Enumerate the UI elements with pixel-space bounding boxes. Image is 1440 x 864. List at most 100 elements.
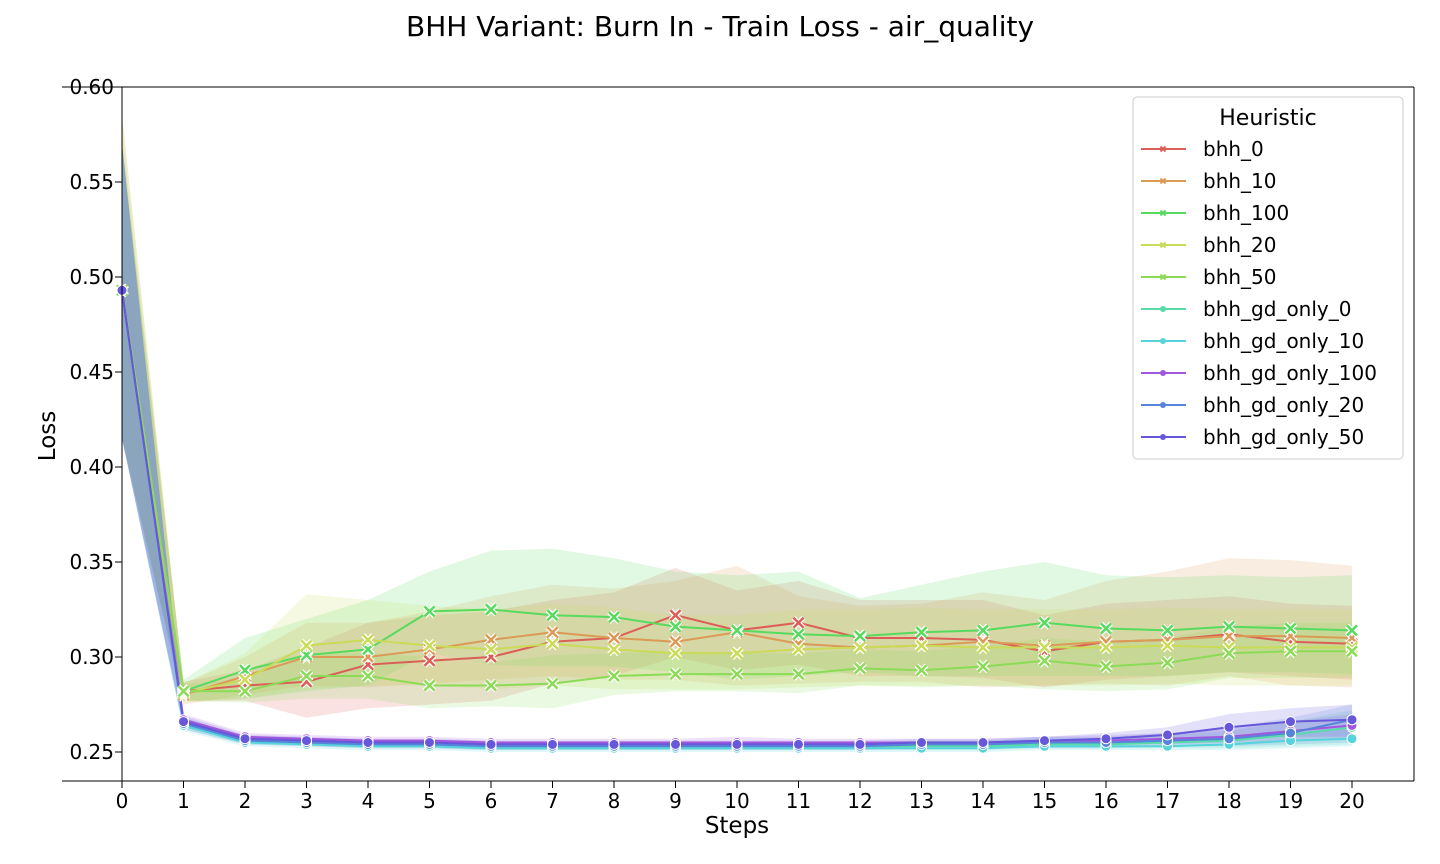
marker-bhh_20 xyxy=(485,643,497,656)
marker-bhh_20 xyxy=(792,643,805,656)
legend-label: bhh_gd_only_20 xyxy=(1203,393,1364,417)
marker-bhh_20 xyxy=(239,673,251,686)
x-tick-label: 3 xyxy=(300,789,313,813)
x-tick-label: 17 xyxy=(1155,789,1180,813)
x-tick-label: 12 xyxy=(847,789,872,813)
legend-title: Heuristic xyxy=(1219,106,1316,131)
marker-bhh_50 xyxy=(423,679,436,692)
x-tick-label: 14 xyxy=(970,789,995,813)
marker-bhh_50 xyxy=(239,685,251,698)
marker-bhh_50 xyxy=(1038,654,1051,667)
legend-swatch-marker xyxy=(1160,338,1166,344)
marker-bhh_100 xyxy=(1284,622,1297,635)
x-tick-label: 2 xyxy=(239,789,252,813)
marker-bhh_gd_only_50 xyxy=(670,738,681,750)
legend-swatch-marker xyxy=(1160,402,1166,408)
y-axis-label: Loss xyxy=(35,411,61,461)
marker-bhh_50 xyxy=(1161,656,1174,669)
marker-bhh_20 xyxy=(854,641,866,654)
marker-bhh_gd_only_50 xyxy=(793,738,804,750)
marker-bhh_gd_only_50 xyxy=(1100,733,1112,745)
marker-bhh_10 xyxy=(608,632,620,644)
legend-label: bhh_100 xyxy=(1203,201,1289,225)
marker-bhh_gd_only_50 xyxy=(178,716,189,728)
y-tick-label: 0.25 xyxy=(69,740,114,764)
legend-item-bhh_10[interactable]: bhh_10 xyxy=(1141,169,1277,193)
marker-bhh_0 xyxy=(423,654,436,667)
marker-bhh_gd_only_50 xyxy=(547,738,558,750)
marker-bhh_gd_only_50 xyxy=(1346,714,1358,726)
marker-bhh_gd_only_20 xyxy=(1285,727,1296,739)
x-tick-label: 0 xyxy=(116,789,129,813)
legend-item-bhh_gd_only_0[interactable]: bhh_gd_only_0 xyxy=(1141,297,1351,321)
legend-item-bhh_50[interactable]: bhh_50 xyxy=(1141,265,1277,289)
marker-bhh_0 xyxy=(669,609,682,622)
marker-bhh_20 xyxy=(669,647,682,660)
marker-bhh_100 xyxy=(546,609,559,622)
marker-bhh_gd_only_50 xyxy=(608,738,620,750)
marker-bhh_100 xyxy=(854,630,866,642)
marker-bhh_50 xyxy=(915,664,928,677)
marker-bhh_100 xyxy=(977,624,989,637)
x-tick-label: 19 xyxy=(1278,789,1303,813)
marker-bhh_10 xyxy=(546,626,559,639)
marker-bhh_20 xyxy=(546,637,559,650)
axes: 0 1 2 3 4 5 6 7 8 9 10 11 12 13 14 15 16 17 18 19 200.250.30… xyxy=(62,75,1415,813)
legend-item-bhh_gd_only_10[interactable]: bhh_gd_only_10 xyxy=(1141,329,1364,353)
legend-label: bhh_gd_only_50 xyxy=(1203,425,1364,449)
legend-item-bhh_gd_only_20[interactable]: bhh_gd_only_20 xyxy=(1141,393,1364,417)
legend-item-bhh_0[interactable]: bhh_0 xyxy=(1141,137,1264,161)
legend-label: bhh_20 xyxy=(1203,233,1277,257)
legend: Heuristic bhh_0 bhh_10 bhh_100 bhh_20 bhh_50b… xyxy=(1132,96,1404,460)
marker-bhh_20 xyxy=(915,639,928,652)
marker-bhh_gd_only_50 xyxy=(977,737,989,748)
marker-bhh_20 xyxy=(1161,639,1174,652)
y-tick-label: 0.45 xyxy=(69,360,114,384)
marker-bhh_gd_only_50 xyxy=(362,737,374,748)
marker-bhh_gd_only_50 xyxy=(1285,716,1296,728)
marker-bhh_gd_only_50 xyxy=(916,737,927,748)
legend-swatch-marker xyxy=(1160,306,1166,312)
marker-bhh_100 xyxy=(731,624,743,637)
legend-item-bhh_gd_only_50[interactable]: bhh_gd_only_50 xyxy=(1141,425,1364,449)
x-tick-label: 13 xyxy=(909,789,934,813)
legend-label: bhh_gd_only_0 xyxy=(1203,297,1351,321)
marker-bhh_gd_only_50 xyxy=(1039,735,1050,747)
marker-bhh_20 xyxy=(1100,641,1112,654)
marker-bhh_gd_only_10 xyxy=(1346,733,1358,745)
marker-bhh_50 xyxy=(485,679,497,692)
legend-item-bhh_gd_only_100[interactable]: bhh_gd_only_100 xyxy=(1141,361,1377,385)
marker-bhh_50 xyxy=(546,677,559,690)
marker-bhh_100 xyxy=(485,603,497,616)
legend-label: bhh_gd_only_10 xyxy=(1203,329,1364,353)
legend-item-bhh_20[interactable]: bhh_20 xyxy=(1141,233,1277,257)
band-bhh_0 xyxy=(122,144,1352,718)
marker-bhh_100 xyxy=(423,605,436,618)
marker-bhh_20 xyxy=(362,634,374,646)
marker-bhh_gd_only_50 xyxy=(731,738,743,750)
marker-bhh_20 xyxy=(300,639,313,652)
y-tick-label: 0.60 xyxy=(69,75,114,99)
x-tick-label: 10 xyxy=(724,789,749,813)
marker-bhh_100 xyxy=(1161,624,1174,637)
legend-label: bhh_0 xyxy=(1203,137,1264,161)
marker-bhh_50 xyxy=(1223,647,1235,660)
legend-swatch-marker xyxy=(1159,241,1167,249)
y-tick-label: 0.55 xyxy=(69,170,114,194)
legend-item-bhh_100[interactable]: bhh_100 xyxy=(1141,201,1289,225)
legend-swatch-marker xyxy=(1159,145,1167,153)
x-tick-label: 4 xyxy=(362,789,375,813)
marker-bhh_20 xyxy=(1038,641,1051,654)
marker-bhh_20 xyxy=(423,639,436,652)
marker-bhh_100 xyxy=(915,626,928,639)
marker-bhh_50 xyxy=(731,668,743,680)
marker-bhh_100 xyxy=(608,611,620,623)
x-tick-label: 20 xyxy=(1339,789,1364,813)
y-tick-label: 0.30 xyxy=(69,645,114,669)
legend-swatch-marker xyxy=(1159,209,1167,217)
marker-bhh_10 xyxy=(669,635,682,648)
y-tick-label: 0.50 xyxy=(69,265,114,289)
x-tick-label: 15 xyxy=(1032,789,1057,813)
y-tick-label: 0.40 xyxy=(69,455,114,479)
